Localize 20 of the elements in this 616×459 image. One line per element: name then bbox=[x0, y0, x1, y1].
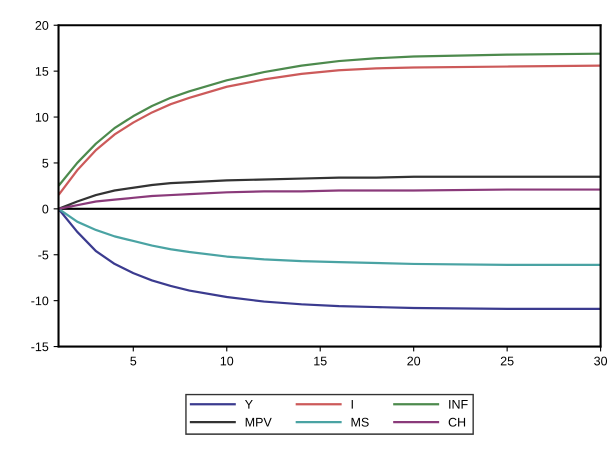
x-tick-label: 25 bbox=[500, 356, 514, 366]
x-tick-label: 20 bbox=[407, 356, 420, 366]
y-tick-label: 0 bbox=[42, 204, 48, 214]
legend-label: CH bbox=[448, 418, 466, 427]
legend-label: I bbox=[352, 400, 353, 409]
x-tick-label: 15 bbox=[314, 356, 327, 366]
y-tick-label: 5 bbox=[42, 158, 48, 168]
x-tick-label: 10 bbox=[220, 356, 234, 366]
y-tick-label: -5 bbox=[38, 250, 48, 260]
legend-label: Y bbox=[244, 400, 253, 409]
legend-label: MPV bbox=[246, 418, 272, 427]
x-tick-label: 5 bbox=[130, 356, 136, 366]
legend-label: INF bbox=[449, 400, 468, 409]
legend-label: MS bbox=[352, 418, 369, 427]
y-tick-label: -15 bbox=[31, 342, 48, 352]
y-tick-label: -10 bbox=[31, 296, 48, 306]
x-tick-label: 30 bbox=[594, 356, 608, 366]
y-tick-label: 20 bbox=[36, 21, 48, 30]
y-tick-label: 15 bbox=[36, 67, 48, 76]
y-tick-label: 10 bbox=[36, 112, 48, 122]
